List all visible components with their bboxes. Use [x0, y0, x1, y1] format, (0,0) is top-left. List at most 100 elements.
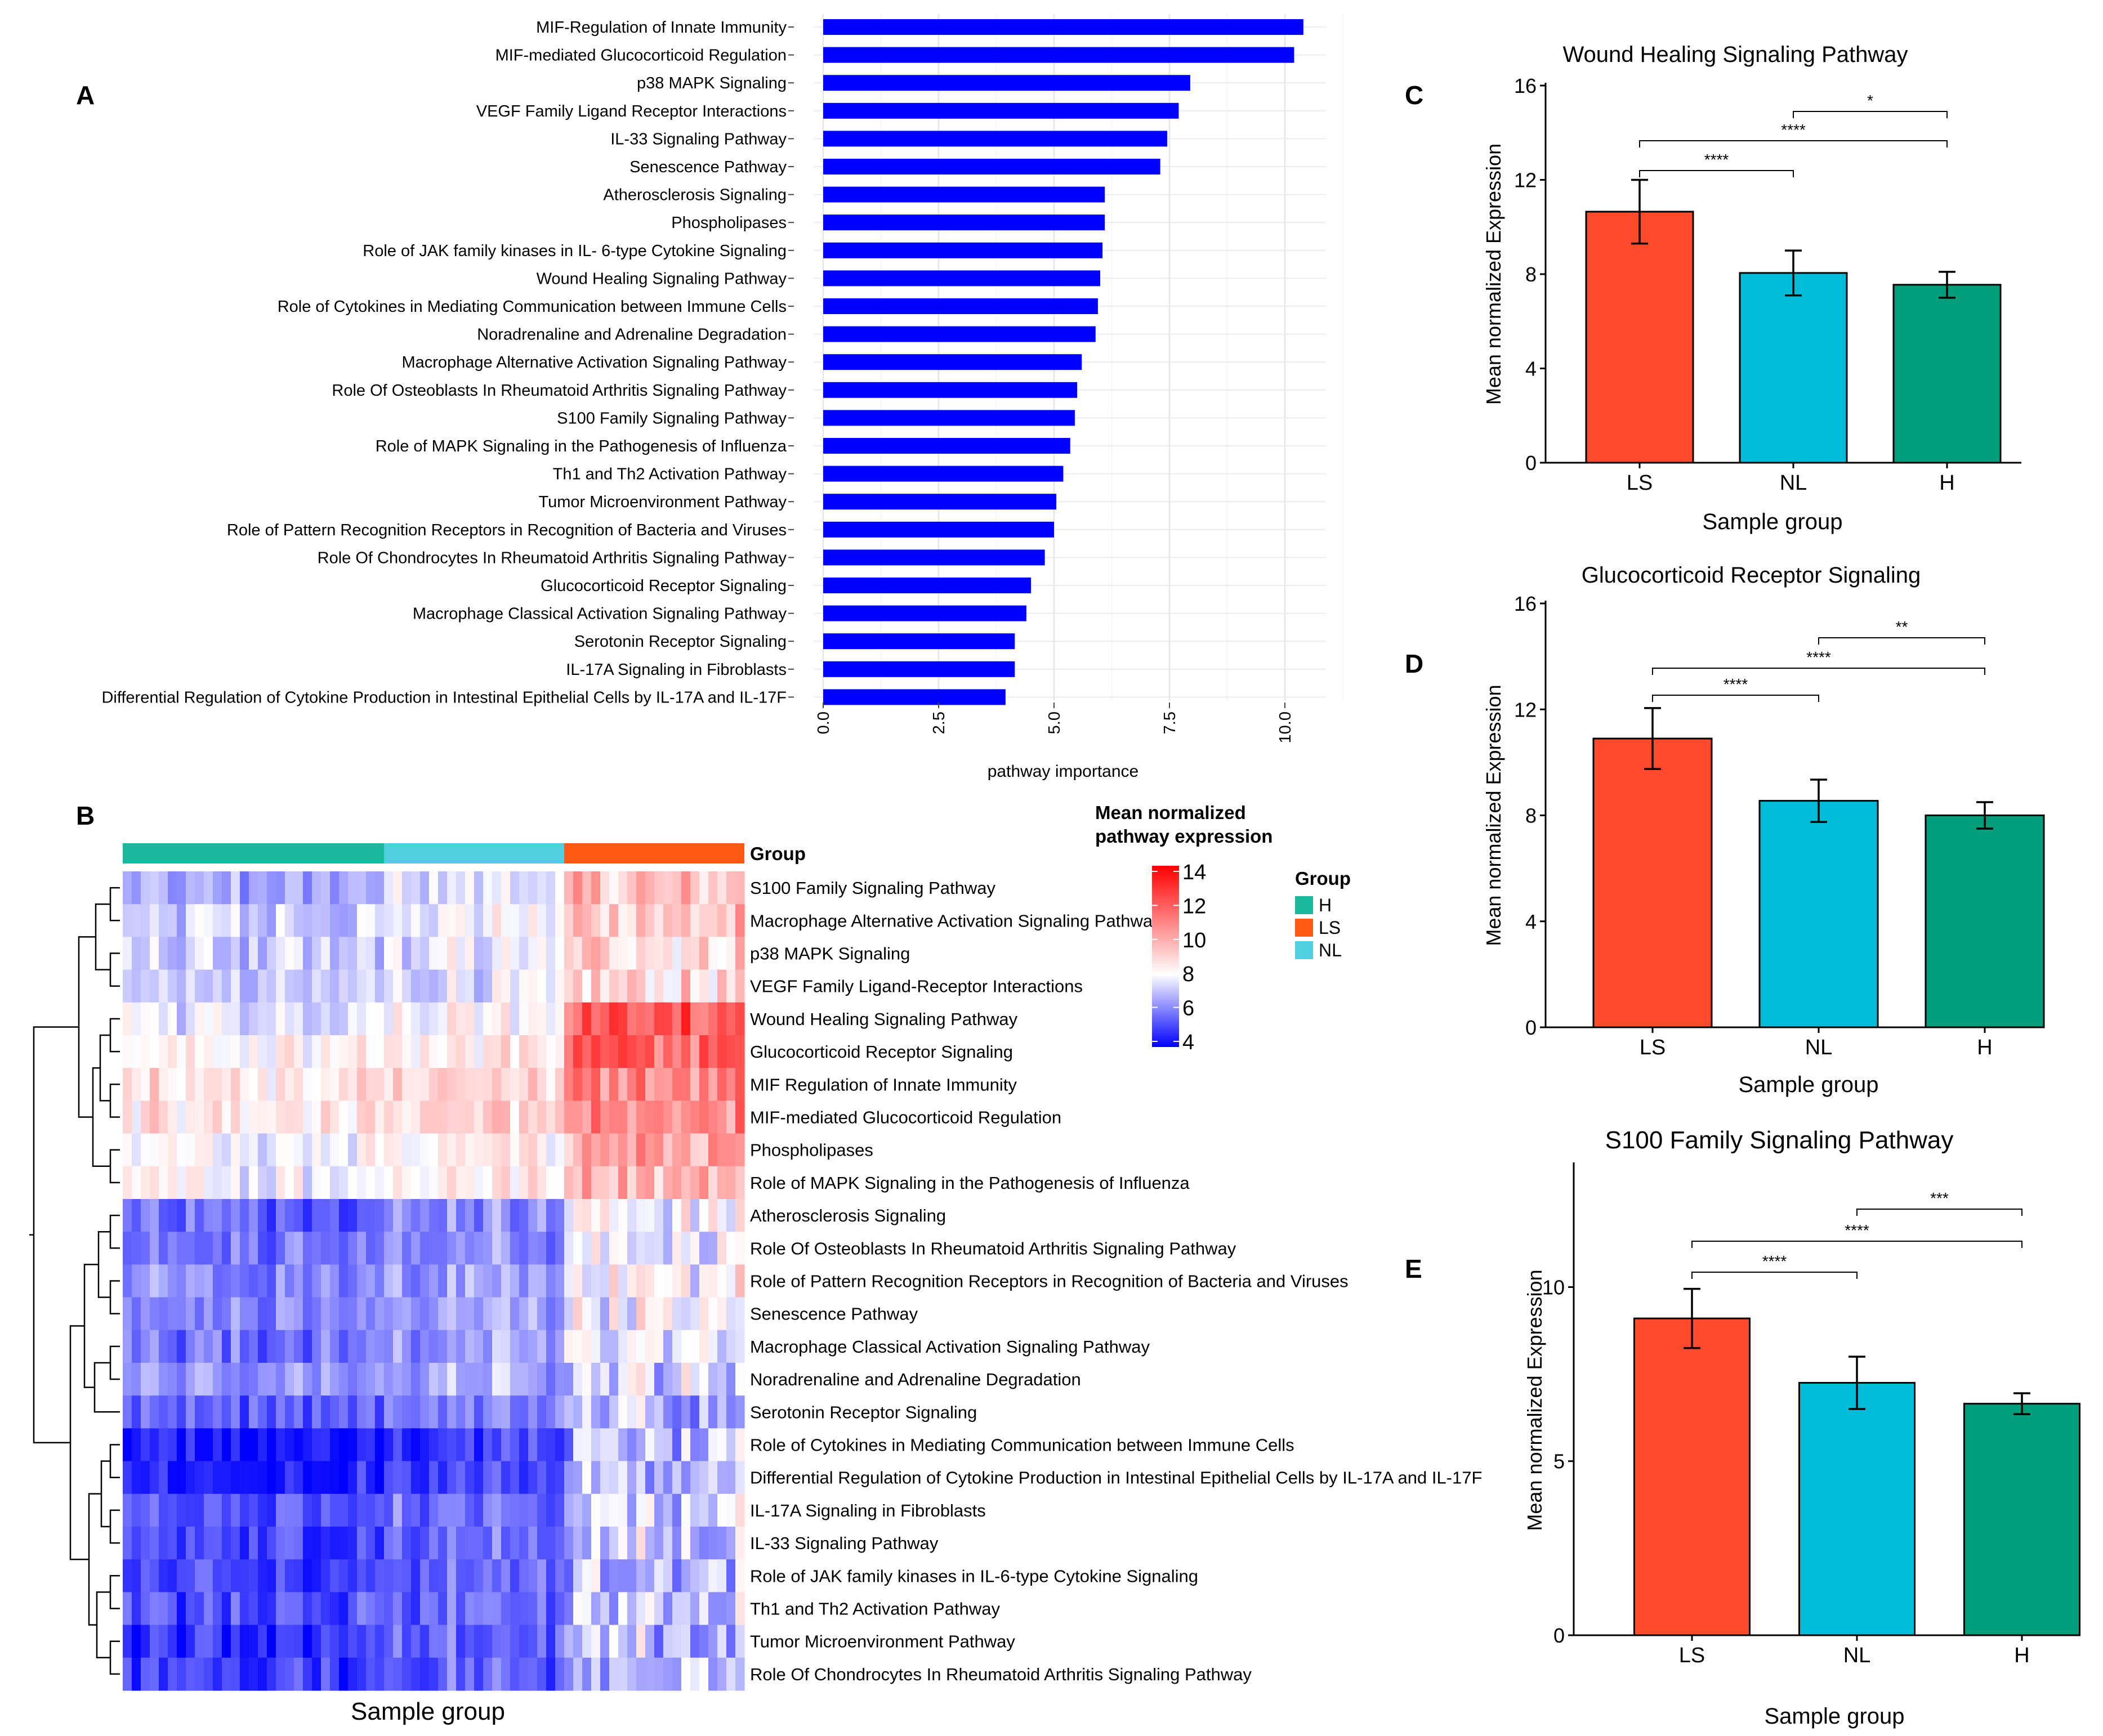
heatmap-cell: [636, 1330, 646, 1363]
heatmap-cell: [195, 1559, 204, 1592]
heatmap-cell: [312, 1297, 322, 1331]
heatmap-cell: [474, 1100, 484, 1134]
bar-chart-y-axis-label: Mean normalized Expression: [1482, 684, 1505, 946]
heatmap-cell: [537, 1330, 547, 1363]
heatmap-cell: [465, 1133, 475, 1167]
heatmap-cell: [132, 1264, 141, 1298]
heatmap-cell: [402, 904, 412, 937]
heatmap-cell: [510, 1363, 520, 1396]
heatmap-cell: [375, 937, 385, 970]
heatmap-cell: [222, 1100, 231, 1134]
heatmap-cell: [573, 1166, 583, 1200]
heatmap-cell: [375, 1559, 385, 1592]
heatmap-cell: [258, 1657, 267, 1691]
heatmap-cell: [348, 1199, 358, 1232]
heatmap-cell: [123, 1428, 132, 1462]
heatmap-cell: [249, 904, 258, 937]
heatmap-cell: [141, 937, 150, 970]
heatmap-cell: [276, 1559, 285, 1592]
heatmap-cell: [258, 1527, 267, 1560]
heatmap-cell: [546, 969, 556, 1003]
heatmap-cell: [438, 1035, 448, 1068]
heatmap-cell: [627, 1264, 637, 1298]
heatmap-cell: [492, 1068, 502, 1101]
heatmap-cell: [690, 1559, 700, 1592]
heatmap-cell: [591, 1527, 601, 1560]
heatmap-cell: [438, 1264, 448, 1298]
heatmap-cell: [591, 1002, 601, 1036]
heatmap-cell: [267, 1493, 276, 1527]
heatmap-cell: [393, 871, 403, 905]
heatmap-cell: [132, 1166, 141, 1200]
heatmap-cell: [429, 1068, 439, 1101]
heatmap-cell: [636, 1199, 646, 1232]
heatmap-cell: [321, 1264, 331, 1298]
heatmap-cell: [510, 1002, 520, 1036]
heatmap-cell: [699, 1493, 709, 1527]
importance-category-label: Phospholipases: [671, 214, 787, 232]
heatmap-cell: [609, 1232, 619, 1265]
heatmap-cell: [627, 1559, 637, 1592]
heatmap-cell: [231, 1527, 240, 1560]
heatmap-cell: [456, 1232, 466, 1265]
heatmap-cell: [555, 1297, 565, 1331]
heatmap-cell: [672, 1559, 682, 1592]
heatmap-cell: [150, 1592, 159, 1626]
heatmap-cell: [384, 1232, 394, 1265]
heatmap-cell: [402, 1395, 412, 1429]
heatmap-cell: [330, 1461, 340, 1495]
heatmap-cell: [582, 1428, 592, 1462]
heatmap-cell: [204, 937, 213, 970]
heatmap-cell: [492, 1035, 502, 1068]
heatmap-cell: [690, 937, 700, 970]
heatmap-cell: [645, 1100, 655, 1134]
heatmap-cell: [357, 1461, 367, 1495]
heatmap-cell: [339, 1166, 349, 1200]
heatmap-cell: [186, 871, 195, 905]
heatmap-cell: [177, 1166, 186, 1200]
heatmap-cell: [204, 1035, 213, 1068]
heatmap-cell: [438, 1199, 448, 1232]
heatmap-cell: [132, 1527, 141, 1560]
heatmap-cell: [402, 1166, 412, 1200]
heatmap-cell: [357, 1559, 367, 1592]
heatmap-cell: [726, 1035, 736, 1068]
heatmap-cell: [717, 871, 727, 905]
significance-bracket: [1652, 668, 1985, 675]
heatmap-cell: [465, 1461, 475, 1495]
heatmap-cell: [312, 969, 322, 1003]
heatmap-cell: [546, 1657, 556, 1691]
heatmap-cell: [159, 1133, 168, 1167]
heatmap-cell: [546, 1100, 556, 1134]
heatmap-cell: [501, 1232, 511, 1265]
heatmap-cell: [339, 1461, 349, 1495]
heatmap-cell: [168, 1166, 177, 1200]
heatmap-cell: [420, 1297, 430, 1331]
heatmap-cell: [375, 1625, 385, 1658]
heatmap-cell: [429, 1428, 439, 1462]
bar-H: [1892, 284, 2002, 464]
heatmap-cell: [339, 1264, 349, 1298]
heatmap-cell: [726, 969, 736, 1003]
heatmap-cell: [195, 1592, 204, 1626]
heatmap-cell: [528, 969, 538, 1003]
heatmap-cell: [582, 937, 592, 970]
heatmap-cell: [303, 904, 312, 937]
heatmap-cell: [690, 1395, 700, 1429]
heatmap-cell: [573, 1068, 583, 1101]
heatmap-cell: [393, 1527, 403, 1560]
heatmap-cell: [447, 871, 457, 905]
bar-chart-y-tick-label: 8: [1525, 804, 1537, 827]
heatmap-cell: [492, 969, 502, 1003]
heatmap-cell: [465, 1395, 475, 1429]
heatmap-cell: [492, 1166, 502, 1200]
heatmap-cell: [555, 1100, 565, 1134]
heatmap-cell: [618, 937, 628, 970]
heatmap-cell: [537, 1100, 547, 1134]
heatmap-cell: [582, 1625, 592, 1658]
heatmap-cell: [699, 1592, 709, 1626]
dendrogram-branch: [109, 1444, 120, 1478]
heatmap-cell: [357, 1592, 367, 1626]
heatmap-cell: [447, 969, 457, 1003]
heatmap-cell: [231, 1068, 240, 1101]
